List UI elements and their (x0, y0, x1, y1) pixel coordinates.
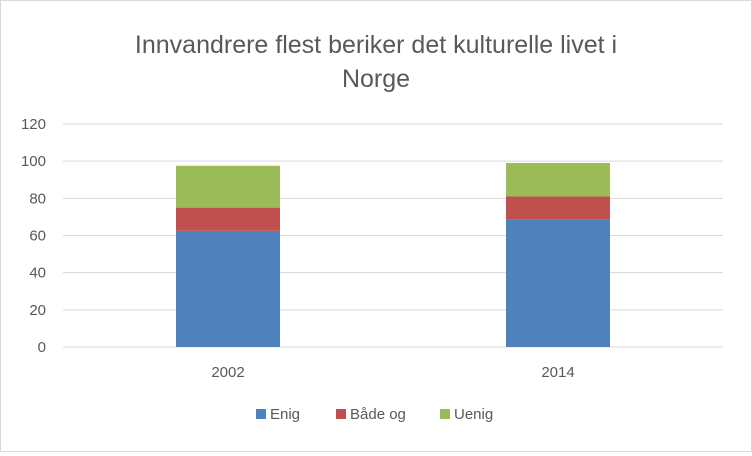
y-tick-label: 120 (21, 116, 46, 133)
y-tick-label: 20 (29, 302, 46, 319)
legend-swatch (336, 409, 346, 419)
bar-segment-uenig-2002 (176, 165, 280, 208)
legend-swatch (256, 409, 266, 419)
legend-swatch (440, 409, 450, 419)
chart-title-line2: Norge (342, 65, 410, 93)
bars (176, 163, 610, 347)
legend-label: Både og (350, 406, 406, 423)
legend-label: Enig (270, 406, 300, 423)
gridlines (63, 123, 723, 348)
legend-label: Uenig (454, 406, 493, 423)
legend: Enig Både og Uenig (256, 406, 493, 423)
bar-segment-enig-2002 (176, 230, 280, 347)
y-axis: 0 20 40 60 80 100 120 (21, 116, 46, 356)
bar-segment-bade-og-2014 (506, 196, 610, 220)
y-tick-label: 80 (29, 190, 46, 207)
y-tick-label: 60 (29, 228, 46, 245)
chart-title-line1: Innvandrere flest beriker det kulturelle… (135, 31, 617, 59)
bar-segment-bade-og-2002 (176, 207, 280, 231)
bar-segment-enig-2014 (506, 219, 610, 347)
y-tick-label: 0 (38, 339, 46, 356)
y-tick-label: 100 (21, 153, 46, 170)
x-axis: 2002 2014 (211, 364, 574, 381)
bar-segment-uenig-2014 (506, 163, 610, 197)
y-tick-label: 40 (29, 265, 46, 282)
x-tick-label: 2002 (211, 364, 244, 381)
x-tick-label: 2014 (541, 364, 574, 381)
